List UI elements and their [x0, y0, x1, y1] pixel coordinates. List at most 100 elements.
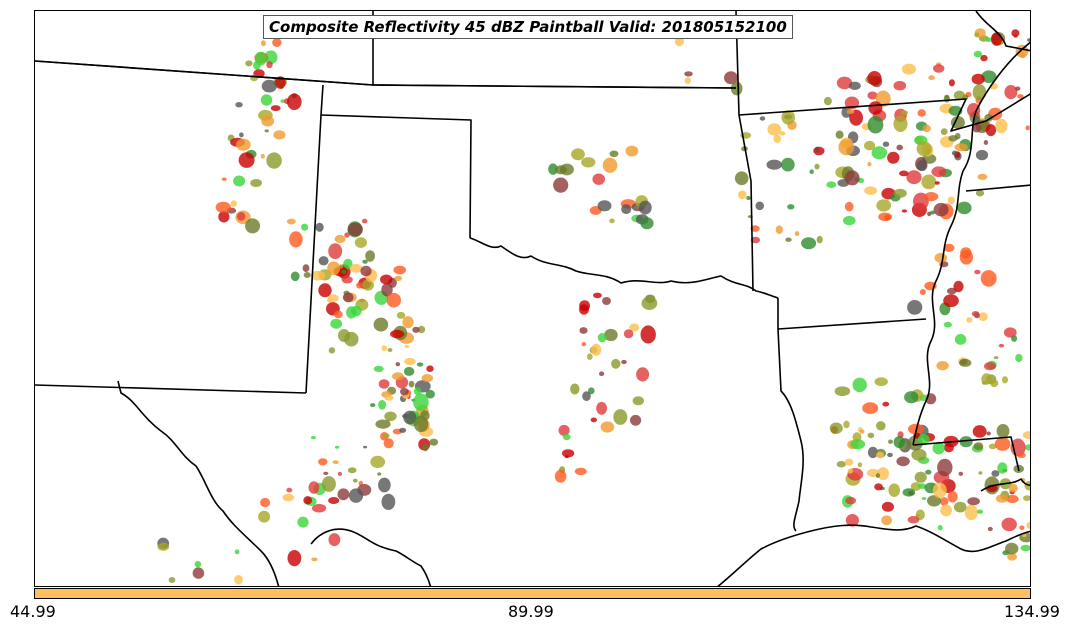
- reflectivity-blob: [835, 130, 844, 139]
- reflectivity-blob: [954, 334, 967, 345]
- reflectivity-blob: [887, 151, 900, 164]
- reflectivity-blob: [684, 77, 691, 85]
- reflectivity-blob: [559, 163, 574, 176]
- reflectivity-blob: [234, 575, 243, 585]
- reflectivity-blob: [874, 377, 888, 387]
- reflectivity-blob: [315, 222, 324, 232]
- map-panel: [34, 10, 1031, 587]
- border-mo-ar: [738, 93, 1030, 132]
- reflectivity-blob: [611, 358, 621, 369]
- reflectivity-blob: [361, 218, 368, 224]
- reflectivity-blob: [254, 51, 267, 66]
- reflectivity-blob: [629, 323, 640, 332]
- reflectivity-blob: [636, 367, 650, 382]
- reflectivity-blob: [638, 200, 652, 215]
- reflectivity-blob: [591, 343, 602, 356]
- reflectivity-blob: [940, 504, 952, 517]
- reflectivity-blob: [394, 275, 403, 281]
- reflectivity-blob: [881, 501, 895, 512]
- border-nm-east: [305, 84, 324, 394]
- reflectivity-blob: [836, 76, 853, 90]
- reflectivity-blob: [370, 403, 376, 408]
- reflectivity-blob: [1015, 353, 1023, 363]
- reflectivity-blob: [893, 80, 907, 91]
- reflectivity-blob: [286, 487, 293, 493]
- reflectivity-blob: [785, 237, 792, 242]
- reflectivity-blob: [936, 361, 949, 371]
- reflectivity-blob: [1015, 86, 1021, 91]
- reflectivity-blob: [375, 419, 391, 429]
- reflectivity-blob: [919, 289, 926, 295]
- border-co-ne: [35, 60, 737, 89]
- reflectivity-blob: [973, 50, 983, 58]
- reflectivity-blob: [876, 421, 886, 431]
- reflectivity-blob: [297, 516, 309, 528]
- reflectivity-blob: [245, 60, 253, 67]
- gulf-coast-east: [980, 478, 1030, 492]
- reflectivity-blob: [843, 420, 850, 429]
- reflectivity-blob: [887, 452, 893, 458]
- reflectivity-blob: [906, 170, 922, 185]
- reflectivity-blob: [630, 414, 642, 426]
- reflectivity-blob: [773, 134, 781, 143]
- reflectivity-blob: [801, 237, 817, 250]
- reflectivity-blob: [1024, 444, 1030, 451]
- reflectivity-blob: [899, 170, 909, 177]
- reflectivity-blob: [425, 389, 435, 399]
- reflectivity-blob: [864, 140, 876, 151]
- reflectivity-blob: [868, 101, 883, 115]
- reflectivity-blob: [984, 362, 996, 371]
- reflectivity-blob: [416, 362, 424, 367]
- reflectivity-blob: [843, 215, 856, 226]
- reflectivity-blob: [157, 542, 170, 551]
- reflectivity-blob: [168, 577, 176, 583]
- reflectivity-blob: [404, 345, 410, 348]
- reflectivity-blob: [233, 175, 246, 187]
- reflectivity-blob: [553, 177, 569, 193]
- reflectivity-blob: [925, 469, 932, 475]
- reflectivity-blob: [1004, 85, 1018, 100]
- reflectivity-blob: [387, 348, 393, 352]
- reflectivity-blob: [1020, 544, 1030, 552]
- reflectivity-blob: [403, 410, 417, 425]
- reflectivity-blob: [914, 471, 927, 483]
- reflectivity-blob: [378, 400, 387, 410]
- colorbar-tick-mid: 89.99: [508, 602, 554, 621]
- reflectivity-blob: [896, 144, 903, 151]
- reflectivity-blob: [602, 297, 611, 305]
- reflectivity-blob: [766, 159, 782, 170]
- reflectivity-blob: [548, 163, 558, 175]
- reflectivity-blob: [1023, 495, 1030, 501]
- reflectivity-blob: [867, 432, 875, 439]
- reflectivity-blob: [341, 276, 353, 284]
- border-la-ms: [912, 436, 1020, 472]
- reflectivity-blob: [933, 64, 945, 73]
- reflectivity-blob: [421, 374, 433, 383]
- border-ms-tn: [965, 184, 1030, 192]
- reflectivity-blob: [994, 437, 1011, 451]
- reflectivity-blob: [586, 353, 593, 361]
- reflectivity-blob: [377, 472, 382, 476]
- reflectivity-blob: [836, 461, 846, 468]
- reflectivity-blob: [323, 471, 329, 475]
- reflectivity-blob: [390, 329, 405, 339]
- reflectivity-blob: [380, 274, 393, 285]
- reflectivity-blob: [266, 61, 273, 69]
- reflectivity-blob: [393, 265, 407, 275]
- reflectivity-blob: [264, 50, 278, 65]
- reflectivity-blob: [1015, 44, 1029, 58]
- reflectivity-blob: [327, 261, 341, 276]
- reflectivity-blob: [934, 252, 948, 263]
- reflectivity-blob: [876, 199, 892, 212]
- reflectivity-blob: [562, 433, 571, 441]
- reflectivity-blob: [258, 510, 271, 523]
- reflectivity-blob: [338, 264, 344, 269]
- reflectivity-blob: [1024, 481, 1030, 491]
- reflectivity-blob: [921, 497, 927, 500]
- reflectivity-blob: [402, 316, 414, 329]
- reflectivity-blob: [850, 439, 866, 450]
- reflectivity-blob: [928, 75, 935, 81]
- reflectivity-blob: [844, 170, 860, 186]
- reflectivity-blob: [215, 201, 231, 213]
- reflectivity-blob: [334, 234, 346, 244]
